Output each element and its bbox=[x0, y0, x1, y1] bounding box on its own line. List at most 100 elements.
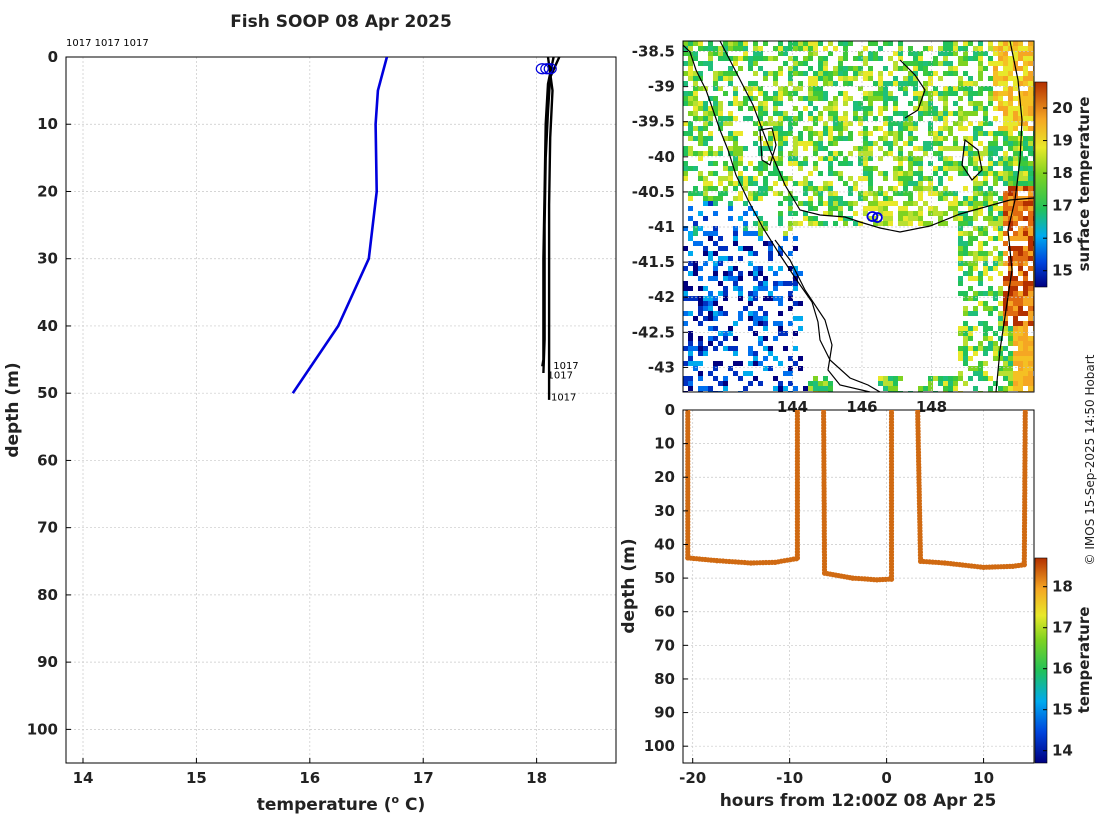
sst-cell bbox=[973, 236, 978, 241]
sst-cell bbox=[818, 386, 823, 391]
sst-cell bbox=[988, 96, 993, 101]
sst-cell bbox=[813, 91, 818, 96]
sst-cell bbox=[778, 71, 783, 76]
sst-cell bbox=[1008, 341, 1013, 346]
sst-cell bbox=[758, 101, 763, 106]
sst-cell bbox=[688, 236, 693, 241]
sst-cell bbox=[788, 321, 793, 326]
sst-cell bbox=[713, 186, 718, 191]
sst-cell bbox=[753, 266, 758, 271]
sst-cell bbox=[703, 116, 708, 121]
sst-cell bbox=[928, 106, 933, 111]
sst-cell bbox=[783, 51, 788, 56]
sst-cell bbox=[1013, 356, 1018, 361]
sst-cell bbox=[853, 66, 858, 71]
sst-cell bbox=[753, 71, 758, 76]
sst-cell bbox=[903, 141, 908, 146]
sst-cell bbox=[1028, 321, 1033, 326]
sst-cell bbox=[918, 111, 923, 116]
sst-cell bbox=[868, 56, 873, 61]
sst-cell bbox=[718, 331, 723, 336]
sst-cell bbox=[983, 291, 988, 296]
sst-cell bbox=[903, 221, 908, 226]
sst-cell bbox=[983, 106, 988, 111]
sst-cell bbox=[888, 151, 893, 156]
profile-y-tick-label: 50 bbox=[37, 384, 58, 402]
sst-cell bbox=[998, 311, 1003, 316]
sst-cell bbox=[683, 51, 688, 56]
sst-cell bbox=[968, 41, 973, 46]
sst-cell bbox=[1013, 236, 1018, 241]
sst-cell bbox=[748, 161, 753, 166]
sst-cell bbox=[688, 361, 693, 366]
sst-cell bbox=[798, 316, 803, 321]
sst-cell bbox=[838, 61, 843, 66]
profile-x-ticks: 14 15 16 17 18 bbox=[73, 758, 547, 787]
sst-cell bbox=[793, 46, 798, 51]
sst-cell bbox=[818, 86, 823, 91]
sst-cell bbox=[1018, 201, 1023, 206]
sst-cell bbox=[828, 386, 833, 391]
sst-cell bbox=[1003, 301, 1008, 306]
sst-cell bbox=[718, 181, 723, 186]
sst-cell bbox=[973, 251, 978, 256]
sst-cell bbox=[983, 251, 988, 256]
sst-cell bbox=[1003, 81, 1008, 86]
sst-cell bbox=[828, 161, 833, 166]
sst-cell bbox=[813, 116, 818, 121]
sst-cell bbox=[888, 126, 893, 131]
sst-cell bbox=[928, 111, 933, 116]
sst-cell bbox=[808, 126, 813, 131]
sst-cell bbox=[963, 166, 968, 171]
sst-cell bbox=[828, 76, 833, 81]
sst-cell bbox=[958, 256, 963, 261]
sst-cell bbox=[1013, 201, 1018, 206]
sst-cell bbox=[968, 346, 973, 351]
sst-cell bbox=[768, 96, 773, 101]
sst-cell bbox=[963, 356, 968, 361]
sst-cell bbox=[833, 96, 838, 101]
sst-cell bbox=[818, 156, 823, 161]
sst-cell bbox=[1003, 241, 1008, 246]
sst-cell bbox=[1028, 201, 1033, 206]
sst-cell bbox=[1023, 46, 1028, 51]
sst-cell bbox=[958, 261, 963, 266]
top-annotation: 1017 1017 1017 bbox=[66, 38, 149, 49]
sst-cell bbox=[758, 321, 763, 326]
sst-cell bbox=[728, 276, 733, 281]
sst-cell bbox=[763, 276, 768, 281]
sst-cell bbox=[913, 126, 918, 131]
sst-cell bbox=[733, 96, 738, 101]
sst-cell bbox=[1018, 231, 1023, 236]
map-y-tick-label: -40 bbox=[648, 148, 675, 166]
sst-cell bbox=[938, 176, 943, 181]
sst-cell bbox=[878, 376, 883, 381]
sst-cell bbox=[713, 366, 718, 371]
sst-cell bbox=[693, 111, 698, 116]
sst-cell bbox=[778, 201, 783, 206]
sst-cell bbox=[888, 381, 893, 386]
sst-cell bbox=[818, 71, 823, 76]
sst-cell bbox=[708, 256, 713, 261]
sst-cell bbox=[1028, 281, 1033, 286]
sst-cell bbox=[918, 91, 923, 96]
sst-cell bbox=[693, 191, 698, 196]
sst-cell bbox=[748, 66, 753, 71]
sst-cell bbox=[793, 156, 798, 161]
sst-cell bbox=[723, 276, 728, 281]
map-colorbar-tick-label: 18 bbox=[1052, 164, 1073, 182]
sst-cell bbox=[878, 111, 883, 116]
sst-cell bbox=[763, 166, 768, 171]
sst-cell bbox=[718, 106, 723, 111]
sst-cell bbox=[948, 91, 953, 96]
sst-cell bbox=[928, 76, 933, 81]
sst-cell bbox=[778, 111, 783, 116]
sst-cell bbox=[833, 201, 838, 206]
sst-cell bbox=[958, 231, 963, 236]
sst-cell bbox=[898, 216, 903, 221]
sst-cell bbox=[928, 206, 933, 211]
sst-cell bbox=[993, 91, 998, 96]
sst-cell bbox=[723, 296, 728, 301]
sst-cell bbox=[788, 156, 793, 161]
sst-cell bbox=[843, 136, 848, 141]
